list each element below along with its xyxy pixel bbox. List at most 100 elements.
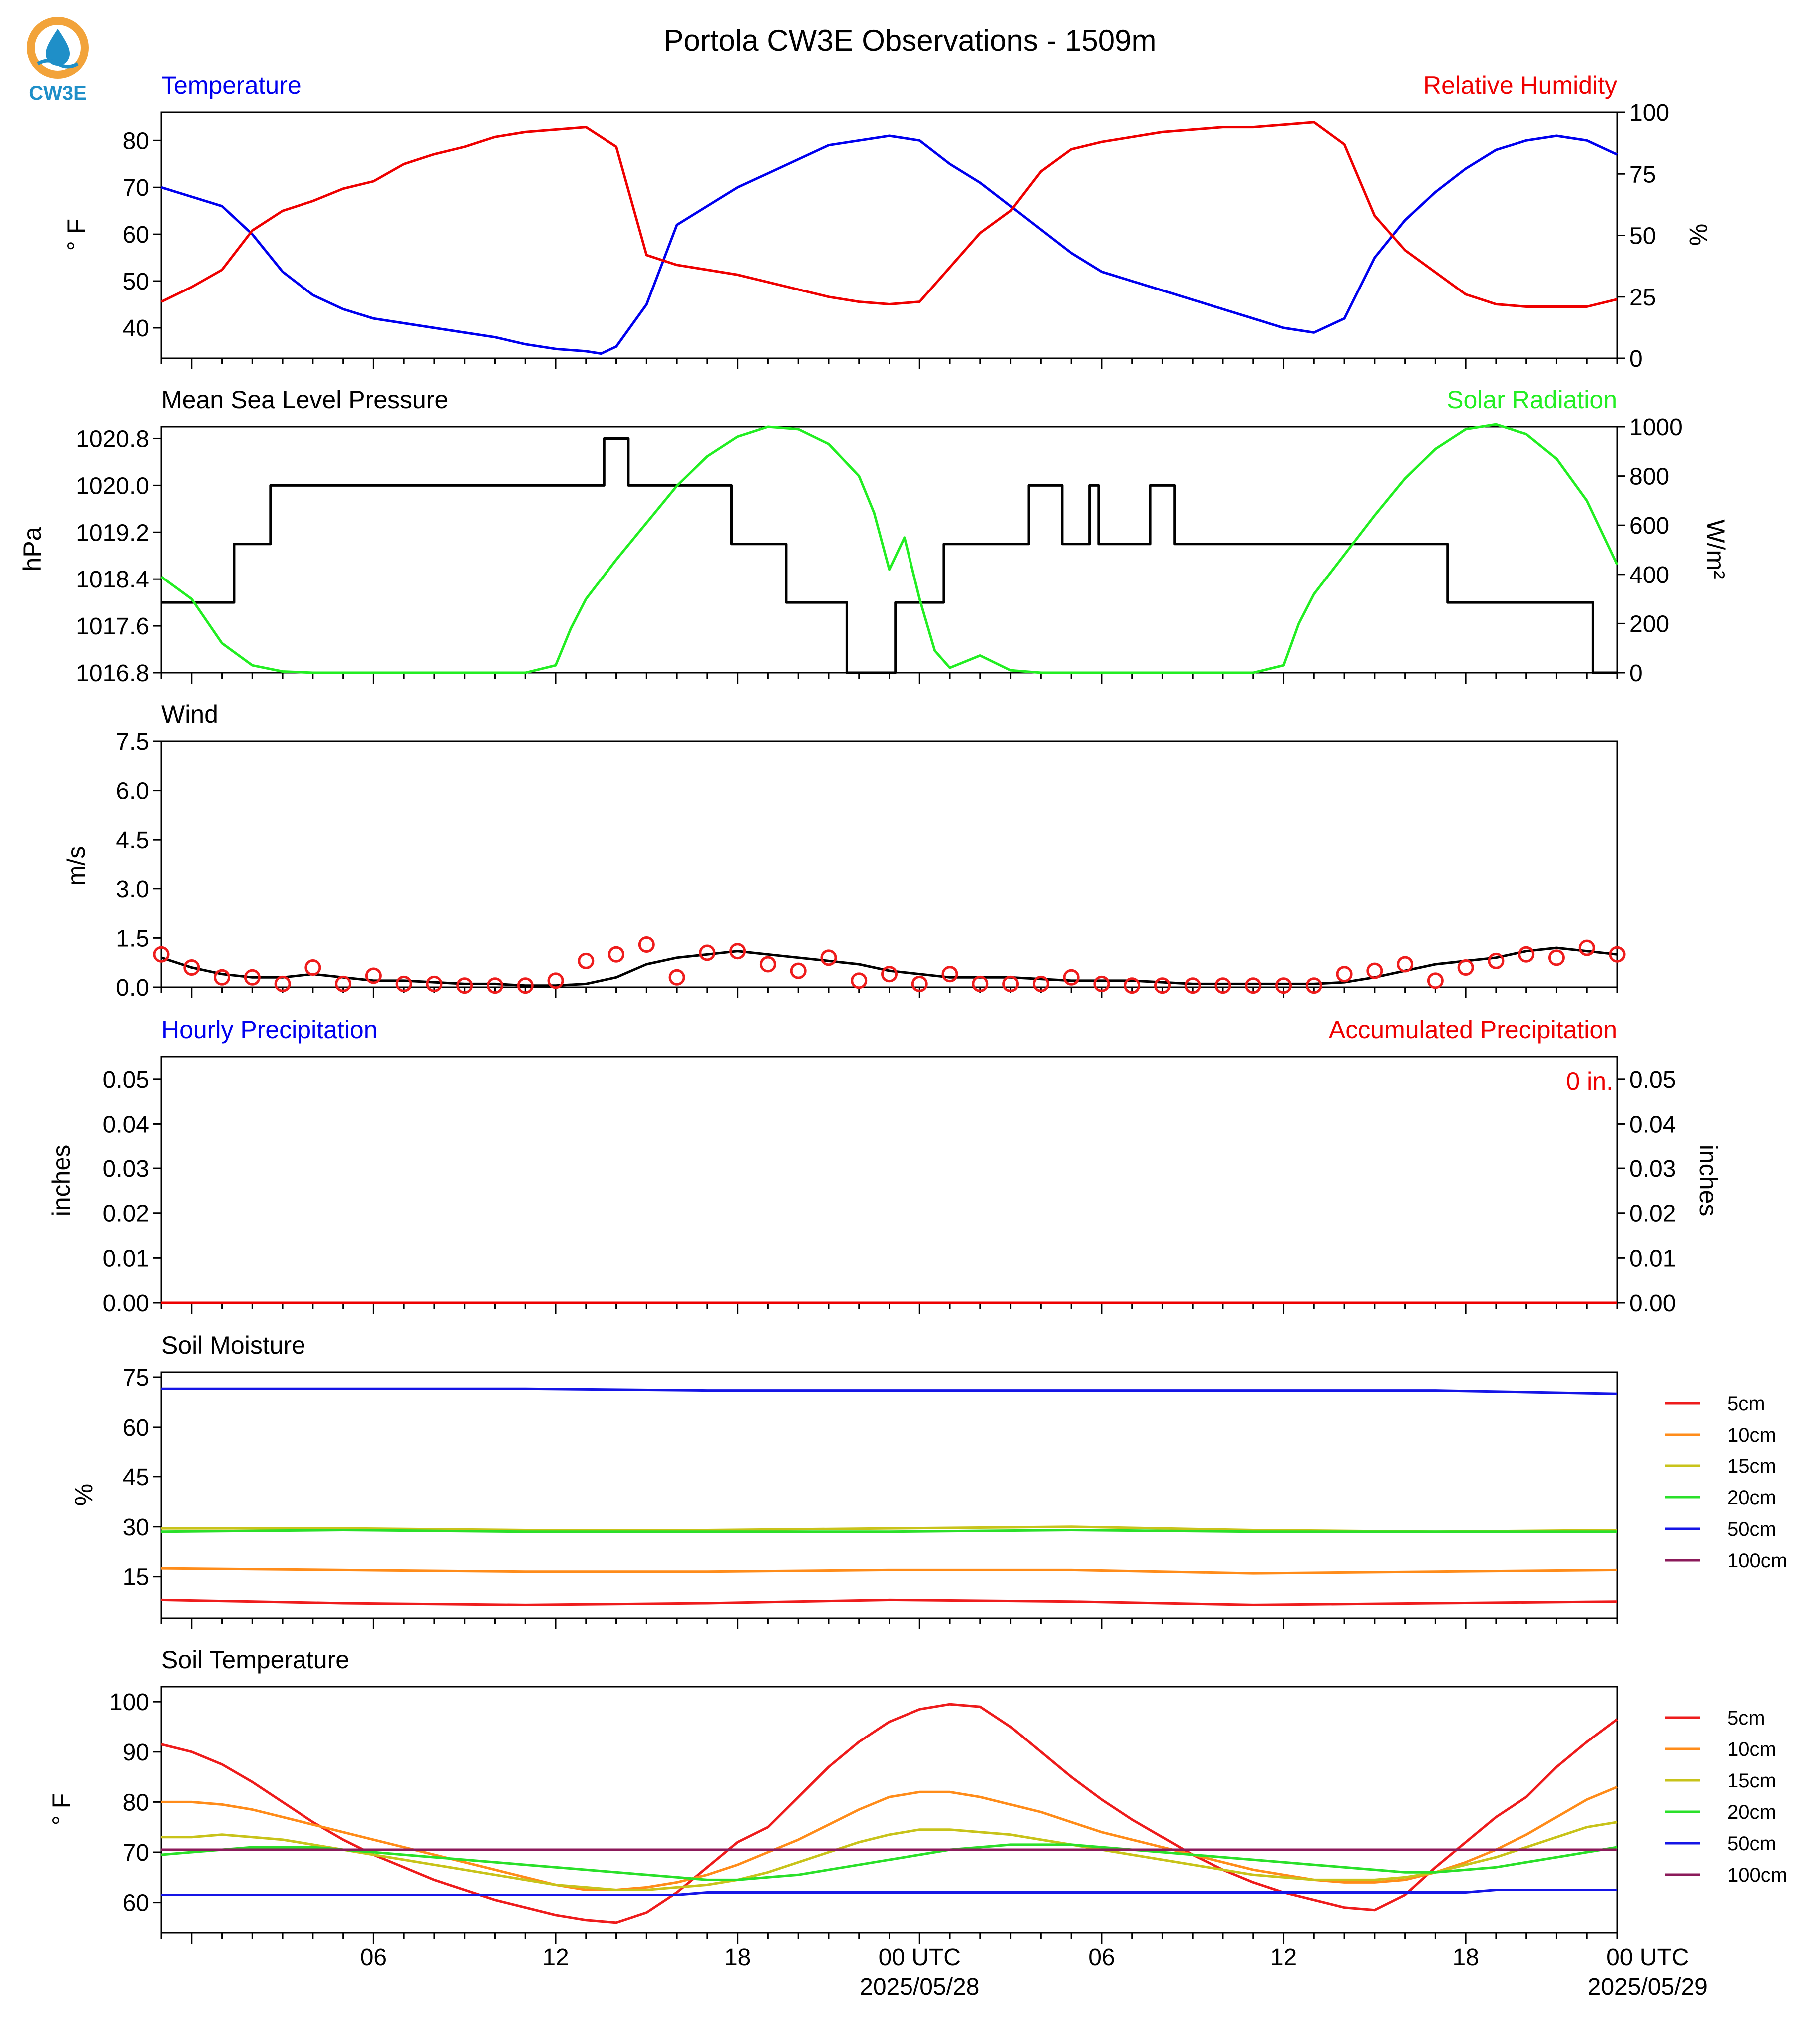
wind-gust-marker (486, 977, 503, 994)
humidity-title: Relative Humidity (1423, 71, 1617, 99)
wind-gust-marker (1154, 977, 1171, 994)
wind-gust-marker (214, 969, 231, 986)
y-tick-label: 1019.2 (76, 520, 149, 546)
soil-temperature-title: Soil Temperature (161, 1646, 349, 1674)
y-tick-label: 1018.4 (76, 567, 149, 593)
wind-gust-marker (274, 975, 291, 992)
y-tick-label: 1016.8 (76, 660, 149, 687)
panel-frame (160, 111, 1618, 359)
x-tick-label: 18 (1452, 1944, 1479, 1971)
legend-label: 20cm (1727, 1801, 1776, 1823)
temperature-title: Temperature (161, 71, 302, 99)
wind-gust-marker (304, 959, 321, 976)
wind-gust-marker (1002, 975, 1019, 992)
y-tick-label: 1020.8 (76, 426, 149, 452)
wind-gust-marker (638, 936, 655, 953)
x-tick-label: 12 (1270, 1944, 1297, 1971)
x-date-label: 2025/05/28 (860, 1974, 979, 2000)
wind-gust-marker (1488, 952, 1505, 969)
pressure-ylabel: hPa (18, 527, 46, 571)
panel-wind: Wind m/s 0.0 1.5 3.0 4.5 6.0 7.5 (62, 700, 1626, 1001)
legend-label: 15cm (1727, 1455, 1776, 1477)
plot-area-soil-temperature (161, 1703, 1618, 1924)
wind-gust-marker (851, 972, 868, 989)
wind-gust-marker (1336, 966, 1353, 983)
x-tick-label: 06 (360, 1944, 387, 1971)
legend-label: 50cm (1727, 1833, 1776, 1855)
y-tick-label: 0.00 (103, 1290, 149, 1317)
legend-label: 50cm (1727, 1518, 1776, 1540)
y-tick-label: 0.02 (103, 1201, 149, 1227)
wind-gust-marker (244, 969, 261, 986)
y-tick-label: 0.02 (1629, 1201, 1676, 1227)
logo-text: CW3E (29, 82, 87, 104)
series-line-20cm (161, 1529, 1617, 1533)
panel-frame (160, 1371, 1618, 1619)
time-axis-labels: 06 12 18 00 UTC 2025/05/28 06 12 18 00 UTC 2025/0… (360, 1944, 1708, 2000)
wind-gust-marker (1578, 939, 1595, 956)
wind-gust-marker (395, 975, 412, 992)
panel-soil-moisture: Soil Moisture % 15 30 45 60 75 5cm 10cm 15cm 20… (70, 1331, 1787, 1629)
wind-gust-marker (1305, 977, 1322, 994)
y-tick-label: 30 (123, 1514, 149, 1541)
y-tick-label: 45 (123, 1464, 149, 1491)
y-tick-label: 50 (123, 269, 149, 295)
y-tick-label: 90 (123, 1739, 149, 1766)
pressure-title: Mean Sea Level Pressure (161, 386, 448, 414)
soil-moisture-legend: 5cm 10cm 15cm 20cm 50cm 100cm (1665, 1393, 1787, 1572)
wind-gust-marker (365, 967, 382, 984)
y-tick-label: 50 (1629, 223, 1656, 250)
y-tick-label: 100 (109, 1689, 149, 1716)
wind-gust-marker (790, 962, 807, 979)
wind-gust-marker (972, 975, 989, 992)
legend-label: 10cm (1727, 1424, 1776, 1446)
solar-ylabel: W/m² (1702, 519, 1730, 579)
series-line-20cm (161, 1843, 1618, 1881)
logo-wave-icon (37, 59, 79, 69)
y-tick-label: 0.04 (103, 1111, 149, 1138)
wind-gust-marker (820, 949, 837, 966)
y-tick-label: 0.05 (1629, 1067, 1676, 1093)
y-tick-label: 600 (1629, 513, 1669, 539)
series-line-50cm (161, 1889, 1617, 1896)
wind-gust-marker (881, 966, 898, 983)
wind-gust-marker (759, 956, 776, 973)
y-tick-label: 0.01 (1629, 1245, 1676, 1272)
y-tick-label: 6.0 (116, 778, 149, 805)
y-tick-label: 75 (1629, 161, 1656, 188)
wind-gust-marker (1184, 977, 1201, 994)
precip-ylabel-left: inches (47, 1145, 75, 1217)
panel-soil-temperature: Soil Temperature ° F 60 70 80 90 100 5cm 10cm… (47, 1646, 1787, 2000)
x-tick-label: 00 UTC (879, 1944, 961, 1971)
y-tick-label: 70 (123, 175, 149, 201)
legend-label: 15cm (1727, 1770, 1776, 1792)
y-tick-label: 1000 (1629, 414, 1683, 441)
y-tick-label: 1017.6 (76, 613, 149, 640)
wind-gust-marker (335, 975, 352, 992)
wind-gust-marker (911, 975, 928, 992)
panel-pressure-solar: Mean Sea Level Pressure Solar Radiation … (18, 386, 1730, 687)
humidity-ylabel: % (1684, 224, 1712, 246)
y-tick-label: 0.01 (103, 1245, 149, 1272)
wind-title: Wind (161, 700, 218, 728)
y-tick-label: 0.03 (103, 1156, 149, 1182)
wind-gust-marker (1457, 959, 1474, 976)
plot-area-soil-moisture (161, 1387, 1618, 1606)
hourly-precip-title: Hourly Precipitation (161, 1016, 378, 1044)
series-line-relative-humidity (160, 121, 1618, 308)
soil-moisture-title: Soil Moisture (161, 1331, 305, 1359)
plot-area-wind (153, 936, 1626, 994)
wind-gust-marker (1063, 969, 1080, 986)
y-tick-label: 0.00 (1629, 1290, 1676, 1317)
wind-gust-marker (1214, 977, 1231, 994)
wind-gust-marker (153, 946, 170, 963)
y-tick-label: 25 (1629, 285, 1656, 311)
wind-gust-marker (941, 966, 958, 983)
y-tick-label: 0 (1629, 346, 1643, 372)
wind-gust-marker (699, 944, 716, 961)
series-line-15cm (161, 1821, 1618, 1891)
legend-label: 100cm (1727, 1864, 1787, 1886)
y-tick-label: 0.03 (1629, 1156, 1676, 1182)
plot-area-pressure-solar (160, 423, 1619, 674)
